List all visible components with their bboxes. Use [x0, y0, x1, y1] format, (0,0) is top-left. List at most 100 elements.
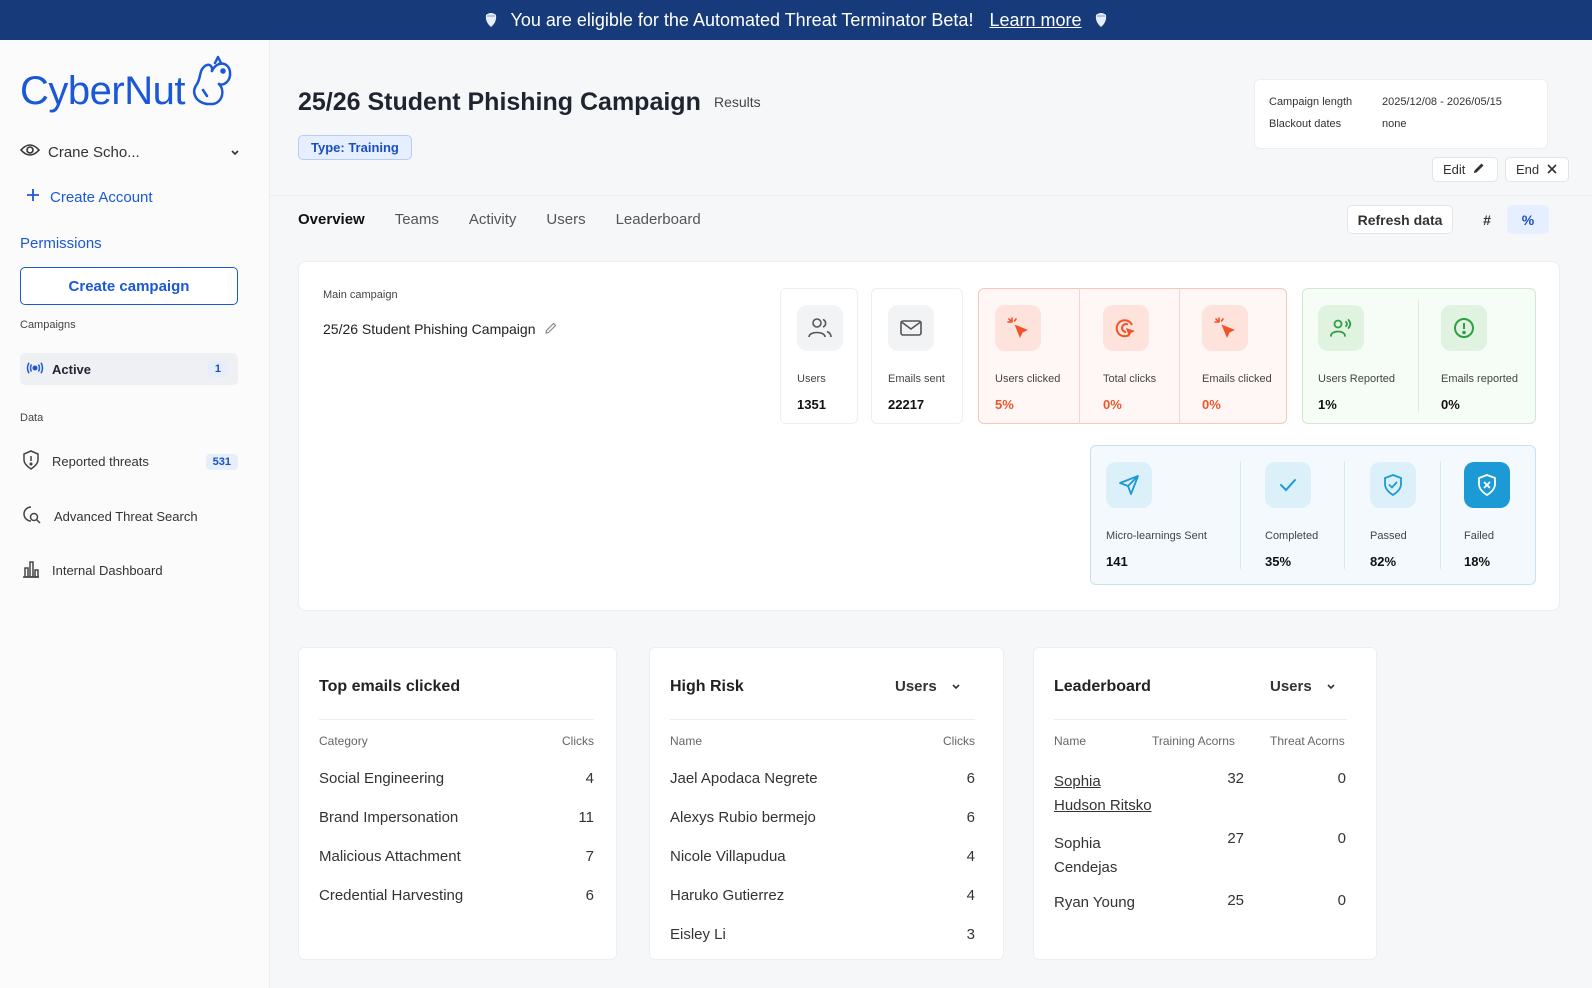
stat-users-clicked: Users clicked 5% — [995, 305, 1095, 435]
learn-more-link[interactable]: Learn more — [989, 9, 1082, 30]
leaderboard-selector-label: Users — [1270, 678, 1312, 695]
sidebar-item-active[interactable]: Active 1 — [20, 353, 238, 385]
cursor-click-icon — [995, 305, 1041, 351]
threat-acorns-value: 0 — [1337, 830, 1346, 847]
internal-dashboard-label: Internal Dashboard — [52, 563, 163, 578]
table-row-category: Brand Impersonation — [319, 809, 459, 826]
table-row-clicks: 6 — [585, 887, 594, 904]
data-section-label: Data — [20, 412, 44, 424]
pencil-icon[interactable] — [545, 321, 557, 337]
threat-acorns-value: 0 — [1337, 770, 1346, 787]
leaderboard-user-first: Sophia — [1054, 835, 1101, 852]
micro-sent-value: 141 — [1106, 554, 1128, 569]
failed-label: Failed — [1464, 530, 1494, 542]
clicks-header: Clicks — [943, 734, 975, 748]
main-campaign-name: 25/26 Student Phishing Campaign — [323, 321, 557, 337]
blackout-value: none — [1382, 118, 1407, 130]
leaderboard-user-link[interactable]: Sophia Hudson Ritsko — [1054, 770, 1152, 818]
campaign-length-label: Campaign length — [1269, 96, 1353, 108]
tab-leaderboard[interactable]: Leaderboard — [615, 211, 701, 228]
top-emails-title: Top emails clicked — [319, 678, 461, 695]
main-campaign-label: Main campaign — [323, 289, 398, 301]
emails-clicked-label: Emails clicked — [1202, 373, 1272, 385]
create-campaign-button[interactable]: Create campaign — [20, 267, 238, 305]
leaderboard-user: Sophia Cendejas — [1054, 832, 1117, 880]
shield-x-icon — [1464, 462, 1510, 508]
plus-icon — [26, 188, 40, 206]
search-shield-icon — [22, 505, 42, 528]
stat-divider — [1179, 288, 1180, 424]
active-count-badge: 1 — [207, 361, 228, 377]
org-selector[interactable]: Crane Scho... — [19, 143, 240, 161]
acorn-icon — [1092, 11, 1110, 29]
stat-micro-sent: Micro-learnings Sent 141 — [1106, 462, 1236, 592]
table-row-name: Jael Apodaca Negrete — [670, 770, 818, 787]
table-row-name: Alexys Rubio bermejo — [670, 809, 816, 826]
table-row-category: Credential Harvesting — [319, 887, 464, 904]
stat-users-reported: Users Reported 1% — [1318, 305, 1418, 435]
completed-value: 35% — [1265, 554, 1292, 569]
campaigns-section-label: Campaigns — [20, 319, 76, 331]
total-clicks-label: Total clicks — [1103, 373, 1157, 385]
count-toggle[interactable]: # — [1483, 211, 1491, 228]
create-account-link[interactable]: Create Account — [26, 188, 153, 206]
stat-total-clicks: Total clicks 0% — [1103, 305, 1203, 435]
advanced-search-label: Advanced Threat Search — [54, 509, 198, 524]
card-divider — [670, 719, 975, 720]
users-reported-label: Users Reported — [1318, 373, 1396, 385]
permissions-link[interactable]: Permissions — [20, 235, 102, 252]
edit-button[interactable]: Edit — [1432, 157, 1498, 182]
users-label: Users — [797, 373, 826, 385]
target-click-icon — [1103, 305, 1149, 351]
training-acorns-value: 25 — [1227, 892, 1244, 909]
active-label: Active — [52, 361, 92, 377]
send-icon — [1106, 462, 1152, 508]
leaderboard-user-last: Cendejas — [1054, 859, 1118, 876]
leaderboard-selector[interactable]: Users — [1270, 678, 1336, 695]
microlearning-stat-group — [1090, 445, 1536, 585]
table-row-category: Malicious Attachment — [319, 848, 461, 865]
stat-emails-clicked: Emails clicked 0% — [1202, 305, 1302, 435]
refresh-data-button[interactable]: Refresh data — [1347, 205, 1453, 234]
stat-divider — [1418, 300, 1419, 412]
passed-label: Passed — [1370, 530, 1407, 542]
table-row-clicks: 4 — [966, 887, 975, 904]
card-divider — [319, 719, 594, 720]
completed-label: Completed — [1265, 530, 1319, 542]
logo-text: CyberNut — [20, 69, 185, 113]
stat-emails-reported: Emails reported 0% — [1441, 305, 1541, 435]
tab-activity[interactable]: Activity — [468, 211, 517, 228]
users-value: 1351 — [797, 397, 826, 412]
stat-divider — [1440, 461, 1441, 569]
sidebar-item-reported-threats[interactable]: Reported threats 531 — [22, 450, 238, 473]
campaign-info-box: Campaign length 2025/12/08 - 2026/05/15 … — [1254, 79, 1548, 149]
emails-sent-value: 22217 — [888, 397, 925, 412]
stat-divider — [1344, 461, 1345, 569]
table-row-name: Haruko Gutierrez — [670, 887, 785, 904]
cybernut-logo[interactable]: CyberNut — [20, 54, 233, 115]
leaderboard-title: Leaderboard — [1054, 678, 1151, 695]
high-risk-card: High Risk Users Name Clicks Jael Apodaca… — [649, 647, 1004, 960]
sidebar-item-advanced-search[interactable]: Advanced Threat Search — [22, 505, 238, 528]
table-row-clicks: 7 — [585, 848, 594, 865]
squirrel-icon — [185, 54, 233, 115]
tab-users[interactable]: Users — [546, 211, 586, 228]
users-reported-value: 1% — [1318, 397, 1337, 412]
stat-passed: Passed 82% — [1370, 462, 1470, 592]
bar-chart-icon — [22, 560, 40, 581]
stat-emails-sent: Emails sent 22217 — [888, 305, 988, 435]
emails-reported-value: 0% — [1441, 397, 1460, 412]
sidebar-item-internal-dashboard[interactable]: Internal Dashboard — [22, 560, 238, 581]
end-button[interactable]: End — [1505, 157, 1569, 182]
type-tag: Type: Training — [298, 135, 412, 160]
tab-teams[interactable]: Teams — [394, 211, 439, 228]
shield-check-icon — [1370, 462, 1416, 508]
users-icon — [797, 305, 843, 351]
tab-overview[interactable]: Overview — [298, 211, 365, 228]
campaign-length-value: 2025/12/08 - 2026/05/15 — [1382, 96, 1502, 108]
stat-completed: Completed 35% — [1265, 462, 1365, 592]
percent-toggle[interactable]: % — [1507, 205, 1549, 234]
high-risk-selector[interactable]: Users — [895, 678, 961, 695]
stat-failed: Failed 18% — [1464, 462, 1564, 592]
leaderboard-user: Ryan Young — [1054, 894, 1135, 911]
